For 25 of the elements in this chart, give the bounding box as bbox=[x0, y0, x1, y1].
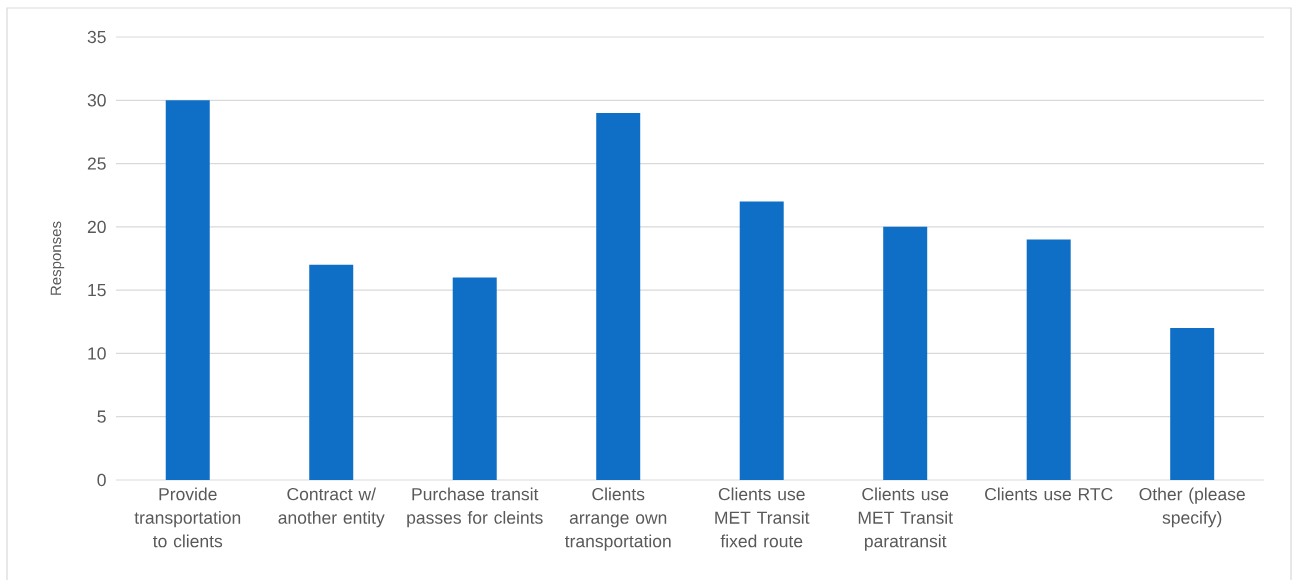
x-tick-label: Purchase transit passes for cleints bbox=[407, 487, 543, 528]
y-tick-label: 10 bbox=[88, 347, 106, 360]
bar bbox=[596, 112, 641, 480]
bar bbox=[165, 100, 210, 480]
y-tick-label: 0 bbox=[97, 473, 106, 487]
x-tick-label: Clients arrange own transportation bbox=[564, 487, 671, 551]
bar bbox=[309, 264, 354, 480]
x-tick-label: Clients use MET Transit fixed route bbox=[715, 487, 810, 548]
bar bbox=[739, 201, 784, 480]
bar bbox=[452, 277, 497, 480]
y-tick-label: 35 bbox=[87, 30, 106, 44]
x-tick-label: Contract w/ another entity bbox=[278, 487, 385, 528]
x-tick-label: Clients use RTC bbox=[985, 487, 1113, 501]
x-tick-label: Clients use MET Transit paratransit bbox=[858, 487, 953, 551]
y-tick-label: 25 bbox=[87, 157, 106, 170]
y-tick-label: 20 bbox=[87, 220, 106, 234]
y-tick-label: 5 bbox=[97, 410, 106, 423]
x-tick-label: Other (please specify) bbox=[1139, 487, 1245, 528]
bar bbox=[1026, 239, 1071, 480]
x-tick-label: Provide transportation to clients bbox=[134, 487, 241, 548]
y-axis-title: Responses bbox=[50, 221, 65, 295]
bar bbox=[883, 226, 928, 480]
y-tick-label: 15 bbox=[88, 284, 106, 297]
bar bbox=[1170, 328, 1215, 480]
y-tick-label: 30 bbox=[87, 94, 106, 107]
